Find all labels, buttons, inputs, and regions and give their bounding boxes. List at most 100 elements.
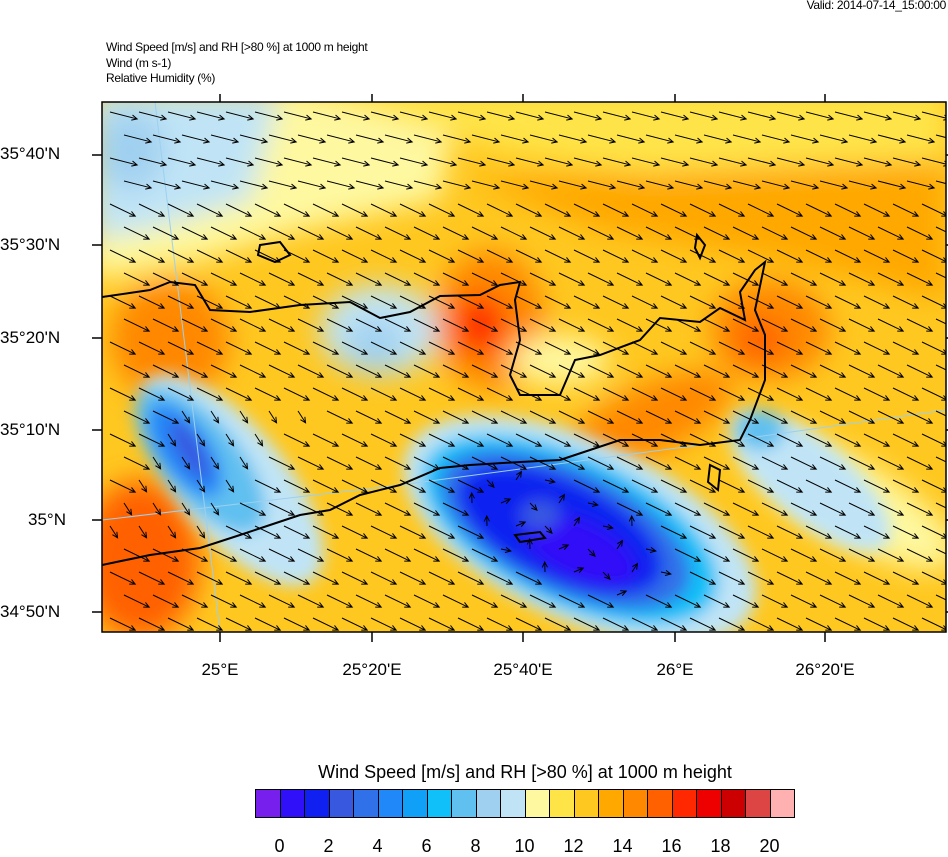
wind-arrow [428, 433, 456, 447]
wind-arrow [225, 525, 253, 539]
colorbar-swatch [599, 790, 624, 817]
wind-arrow [906, 272, 934, 286]
wind-arrow [674, 456, 702, 470]
wind-arrow [645, 410, 673, 424]
wind-arrow [689, 203, 717, 217]
wind-arrow [674, 502, 702, 516]
wind-arrow [109, 341, 137, 355]
wind-arrow [123, 226, 151, 240]
wind-arrow [834, 295, 862, 309]
wind-arrow [109, 617, 137, 631]
wind-arrow [877, 502, 905, 516]
wind-arrow [776, 525, 804, 539]
wind-arrow [283, 341, 311, 355]
wind-arrow [921, 249, 946, 263]
wind-arrow [283, 157, 313, 167]
wind-arrow [181, 548, 209, 562]
wind-arrow [790, 594, 818, 608]
wind-arrow [138, 341, 166, 355]
wind-arrow [558, 364, 586, 378]
wind-arrow [341, 571, 369, 585]
wind-arrow [181, 364, 209, 378]
wind-arrow [573, 203, 601, 217]
wind-arrow [747, 341, 775, 355]
colorbar-swatch [746, 790, 771, 817]
wind-arrow [500, 546, 512, 553]
wind-arrow [544, 203, 572, 217]
wind-arrow [268, 318, 296, 332]
wind-arrow [718, 295, 746, 309]
wind-arrow [486, 157, 516, 167]
wind-arrow [471, 180, 501, 190]
wind-arrow [776, 617, 804, 631]
wind-arrow [776, 387, 804, 401]
wind-arrow [877, 226, 905, 240]
wind-arrow [413, 548, 441, 562]
wind-arrow [703, 502, 731, 516]
wind-speed-field [102, 102, 946, 632]
wind-arrow [399, 111, 429, 121]
wind-arrow [645, 364, 673, 378]
wind-arrow [892, 387, 920, 401]
wind-arrow [848, 364, 876, 378]
wind-arrow [703, 594, 731, 608]
wind-arrow [660, 569, 672, 576]
wind-arrow [628, 514, 635, 527]
colorbar-swatch [378, 790, 403, 817]
wind-arrow [718, 111, 748, 121]
wind-arrow [906, 594, 934, 608]
wind-arrow [573, 341, 601, 355]
wind-arrow [761, 502, 789, 516]
wind-arrow [747, 249, 775, 263]
wind-arrow [892, 157, 922, 167]
wind-arrow [703, 272, 731, 286]
wind-arrow [239, 226, 267, 240]
wind-arrow [834, 479, 862, 493]
wind-arrow [500, 272, 528, 286]
wind-arrow [892, 341, 920, 355]
wind-arrow [921, 617, 946, 631]
wind-arrow [268, 502, 296, 516]
wind-arrow [660, 203, 688, 217]
wind-arrow [283, 295, 311, 309]
wind-arrow [906, 226, 934, 240]
wind-arrow [254, 157, 284, 167]
wind-arrow [747, 479, 775, 493]
wind-arrow [703, 548, 731, 562]
lat-label: 34°50'N [0, 602, 61, 621]
wind-arrow [167, 617, 195, 631]
wind-arrow [906, 364, 934, 378]
wind-arrow [413, 272, 441, 286]
wind-arrow [587, 272, 615, 286]
wind-arrow [732, 226, 760, 240]
wind-arrow [819, 272, 847, 286]
wind-arrow [761, 364, 789, 378]
wind-arrow [486, 203, 514, 217]
wind-arrow [558, 456, 586, 470]
wind-arrow [892, 433, 920, 447]
colorbar-label: 14 [612, 836, 633, 856]
colorbar-swatch [354, 790, 379, 817]
wind-arrow [210, 134, 240, 144]
wind-arrow [109, 157, 139, 167]
wind-arrow [109, 387, 137, 401]
wind-arrow [428, 249, 456, 263]
wind-arrow [442, 364, 470, 378]
wind-arrow [312, 617, 340, 631]
wind-arrow [254, 249, 282, 263]
wind-arrow [689, 525, 717, 539]
wind-arrow [834, 111, 864, 121]
wind-arrow [761, 272, 789, 286]
wind-arrow [123, 410, 151, 424]
wind-arrow [761, 594, 789, 608]
wind-arrow [834, 249, 862, 263]
wind-arrow [384, 180, 414, 190]
lat-label: 35°40'N [0, 144, 61, 163]
wind-arrow [906, 180, 936, 190]
colorbar-swatch [403, 790, 428, 817]
colorbar-label: 20 [759, 836, 780, 856]
colorbar-swatch [476, 790, 501, 817]
wind-arrow [529, 410, 557, 424]
wind-arrow [515, 617, 543, 631]
wind-arrow [544, 387, 572, 401]
